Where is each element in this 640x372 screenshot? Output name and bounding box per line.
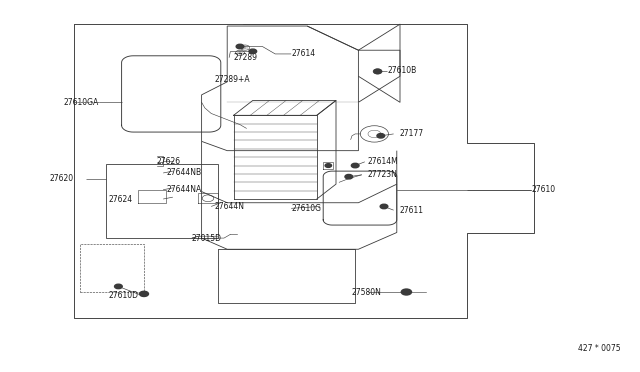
Text: 27610D: 27610D bbox=[109, 291, 139, 300]
Text: 27723N: 27723N bbox=[368, 170, 398, 179]
Text: 27611: 27611 bbox=[400, 206, 424, 215]
Text: 27644NA: 27644NA bbox=[166, 185, 202, 194]
Text: 27626: 27626 bbox=[157, 157, 181, 166]
Text: 27015D: 27015D bbox=[192, 234, 222, 243]
Text: 27644NB: 27644NB bbox=[166, 169, 202, 177]
Circle shape bbox=[351, 163, 359, 168]
Text: 27610GA: 27610GA bbox=[64, 98, 99, 107]
Circle shape bbox=[325, 164, 332, 167]
Text: 27580N: 27580N bbox=[352, 288, 382, 296]
Circle shape bbox=[236, 44, 244, 49]
Text: 27289+A: 27289+A bbox=[214, 76, 250, 84]
Circle shape bbox=[345, 174, 353, 179]
Circle shape bbox=[403, 290, 410, 294]
Circle shape bbox=[401, 289, 412, 295]
Text: 27614: 27614 bbox=[291, 49, 316, 58]
Text: 27289: 27289 bbox=[234, 53, 258, 62]
Text: 427 * 0075: 427 * 0075 bbox=[578, 344, 621, 353]
Text: 27644N: 27644N bbox=[214, 202, 244, 211]
Text: 27610: 27610 bbox=[531, 185, 556, 194]
Text: 27614M: 27614M bbox=[368, 157, 399, 166]
Text: 27620: 27620 bbox=[49, 174, 74, 183]
Text: 27610G: 27610G bbox=[291, 204, 321, 213]
Text: 27624: 27624 bbox=[109, 195, 133, 203]
Circle shape bbox=[249, 49, 257, 54]
Circle shape bbox=[380, 204, 388, 209]
Circle shape bbox=[377, 134, 385, 138]
Bar bbox=[106, 164, 218, 238]
Circle shape bbox=[374, 69, 381, 74]
Bar bbox=[80, 244, 144, 292]
Text: 27177: 27177 bbox=[400, 129, 424, 138]
Circle shape bbox=[115, 284, 122, 289]
Circle shape bbox=[140, 291, 148, 296]
Text: 27610B: 27610B bbox=[387, 66, 417, 75]
